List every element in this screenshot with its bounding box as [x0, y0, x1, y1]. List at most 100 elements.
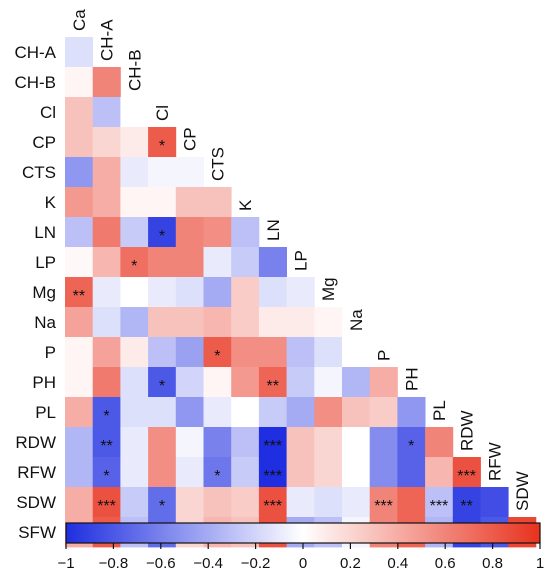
heatmap-cell — [120, 367, 149, 398]
row-label: LN — [34, 223, 56, 242]
heatmap-cell — [175, 187, 204, 218]
heatmap-cell — [92, 217, 121, 248]
row-label: PL — [35, 403, 56, 422]
heatmap-cell — [148, 367, 177, 398]
heatmap-cell — [397, 457, 426, 488]
heatmap-cell — [175, 277, 204, 308]
column-label: CP — [181, 127, 200, 151]
heatmap-cell — [120, 187, 149, 218]
heatmap-cell — [65, 127, 94, 158]
heatmap-cell — [148, 157, 177, 188]
column-label: PL — [430, 400, 449, 421]
heatmap-cell — [175, 217, 204, 248]
column-label: CH-B — [125, 49, 144, 91]
heatmap-cell — [231, 277, 260, 308]
significance-marker: * — [214, 468, 220, 485]
heatmap-cell — [65, 37, 94, 68]
colorbar — [65, 522, 541, 544]
heatmap-cell — [480, 487, 509, 518]
labels-group: CH-A CH-B Cl CP CTS K LN LP Mg Na P PH PL RDW RFW SDW SF… — [14, 9, 532, 542]
heatmap-cell — [148, 337, 177, 368]
colorbar-tick-label: 0.6 — [435, 555, 456, 572]
heatmap-cell — [425, 487, 454, 518]
heatmap-cell — [92, 337, 121, 368]
heatmap-cell — [92, 307, 121, 338]
heatmap-cell — [314, 457, 343, 488]
colorbar-tick-label: −0.6 — [146, 555, 176, 572]
row-label: LP — [35, 253, 56, 272]
column-label: Cl — [153, 105, 172, 121]
heatmap-cell — [203, 307, 232, 338]
heatmap-cell — [258, 427, 287, 458]
heatmap-cell — [258, 247, 287, 278]
heatmap-cell — [175, 427, 204, 458]
heatmap-cell — [314, 307, 343, 338]
row-label: Na — [34, 313, 56, 332]
heatmap-cell — [148, 487, 177, 518]
heatmap-cell — [314, 337, 343, 368]
heatmap-cell — [175, 157, 204, 188]
significance-marker: ** — [460, 498, 472, 515]
heatmap-cell — [286, 277, 315, 308]
heatmap-cell — [65, 367, 94, 398]
heatmap-cell — [203, 367, 232, 398]
row-label: CP — [32, 133, 56, 152]
significance-marker: *** — [263, 468, 282, 485]
colorbar-group: −1 −0.8 −0.6 −0.4 −0.2 0 0.2 0.4 0.6 0.8 1 — [57, 522, 544, 572]
column-label: RDW — [458, 410, 477, 451]
heatmap-cell — [65, 67, 94, 98]
heatmap-cell — [65, 487, 94, 518]
heatmap-cell — [231, 457, 260, 488]
column-label: RFW — [485, 442, 504, 481]
significance-marker: ** — [267, 378, 279, 395]
significance-marker: * — [103, 408, 109, 425]
heatmap-cell — [231, 337, 260, 368]
heatmap-cell — [120, 157, 149, 188]
heatmap-cell — [120, 97, 149, 128]
heatmap-cell — [175, 397, 204, 428]
heatmap-cell — [92, 397, 121, 428]
heatmap-cell — [65, 217, 94, 248]
significance-marker: * — [159, 498, 165, 515]
row-label: CH-B — [14, 73, 56, 92]
heatmap-cell — [148, 187, 177, 218]
heatmap-cell — [314, 397, 343, 428]
heatmap-cell — [397, 427, 426, 458]
heatmap-cell — [231, 367, 260, 398]
heatmap-cell — [397, 397, 426, 428]
heatmap-cell — [397, 487, 426, 518]
row-label: SDW — [16, 493, 56, 512]
heatmap-cell — [203, 247, 232, 278]
heatmap-cell — [258, 367, 287, 398]
heatmap-cell — [65, 307, 94, 338]
heatmap-cell — [425, 457, 454, 488]
significance-marker: * — [131, 258, 137, 275]
heatmap-cell — [342, 397, 371, 428]
column-label: PH — [402, 367, 421, 391]
heatmap-cell — [148, 217, 177, 248]
heatmap-cell — [286, 307, 315, 338]
significance-marker: *** — [430, 498, 449, 515]
heatmap-cell — [231, 427, 260, 458]
colorbar-tick-label: 0.4 — [387, 555, 408, 572]
heatmap-cell — [286, 367, 315, 398]
row-label: Mg — [32, 283, 56, 302]
heatmap-cell — [175, 457, 204, 488]
heatmap-cell — [231, 487, 260, 518]
heatmap-cell — [175, 367, 204, 398]
column-label: Mg — [319, 277, 338, 301]
heatmap-cell — [148, 247, 177, 278]
heatmap-cell — [148, 307, 177, 338]
heatmap-cell — [148, 427, 177, 458]
heatmap-cell — [369, 427, 398, 458]
heatmap-cell — [369, 367, 398, 398]
column-label: Ca — [70, 9, 89, 31]
heatmap-cell — [65, 247, 94, 278]
heatmap-cell — [175, 337, 204, 368]
heatmap-cell — [65, 457, 94, 488]
heatmap-cell — [314, 487, 343, 518]
heatmap-cell — [120, 427, 149, 458]
heatmap-cell — [258, 397, 287, 428]
